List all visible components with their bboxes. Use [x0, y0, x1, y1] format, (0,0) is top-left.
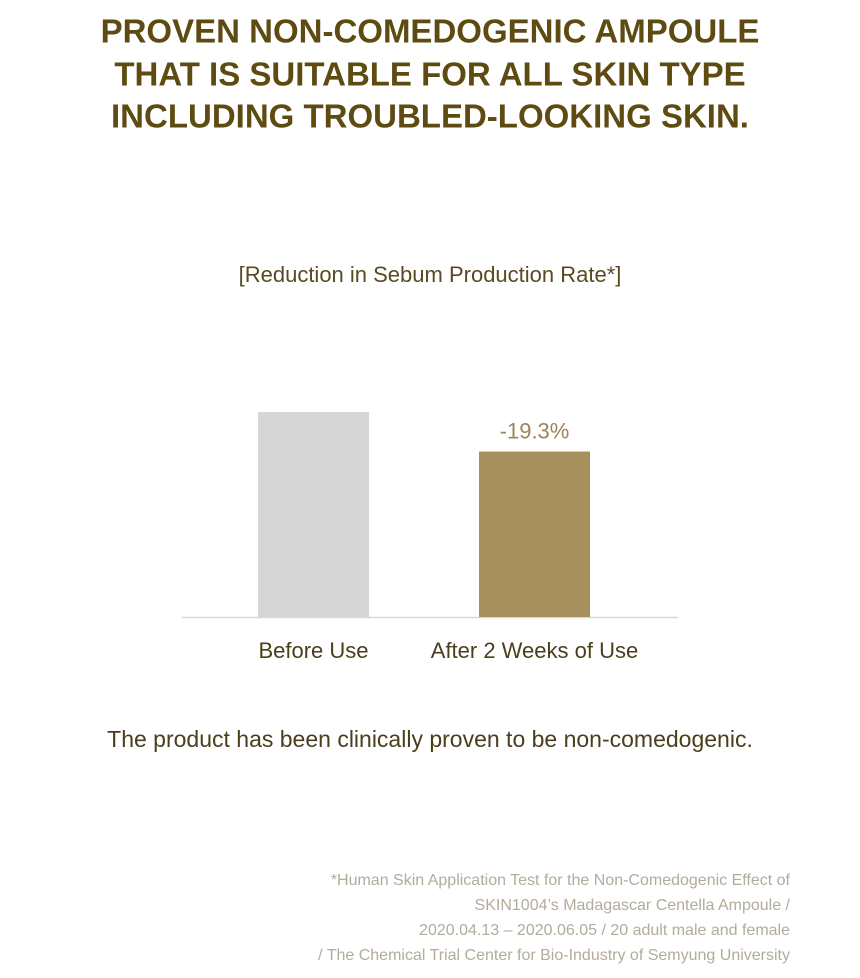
bar — [258, 412, 369, 617]
title-line: THAT IS SUITABLE FOR ALL SKIN TYPE — [114, 56, 745, 93]
conclusion: The product has been clinically proven t… — [107, 726, 753, 752]
bar — [479, 451, 590, 617]
title-line: PROVEN NON-COMEDOGENIC AMPOULE — [101, 13, 760, 50]
x-tick-label: After 2 Weeks of Use — [431, 638, 638, 663]
footnote-line: / The Chemical Trial Center for Bio-Indu… — [318, 947, 790, 964]
title-line: INCLUDING TROUBLED-LOOKING SKIN. — [111, 98, 749, 135]
change-label: -19.3% — [500, 418, 570, 443]
footnote-line: 2020.04.13 – 2020.06.05 / 20 adult male … — [419, 922, 790, 939]
x-tick-label: Before Use — [258, 638, 368, 663]
chart-subtitle: [Reduction in Sebum Production Rate*] — [239, 262, 622, 287]
footnote-line: SKIN1004’s Madagascar Centella Ampoule / — [475, 897, 791, 914]
footnote-line: *Human Skin Application Test for the Non… — [331, 872, 791, 889]
